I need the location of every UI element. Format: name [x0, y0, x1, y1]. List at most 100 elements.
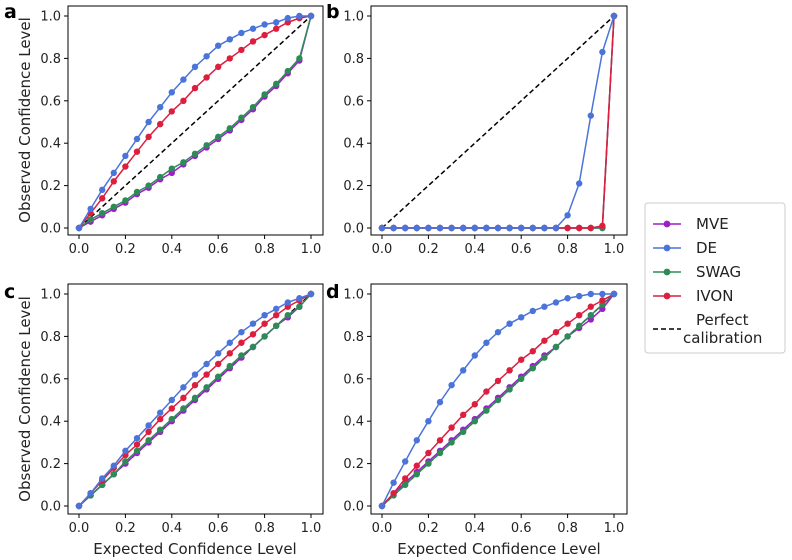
data-point-de	[180, 384, 187, 391]
series-line-perfect-calibration	[381, 15, 615, 229]
data-point-de	[110, 169, 118, 177]
y-tick-label: 0.0	[343, 222, 364, 237]
series-c	[75, 290, 315, 510]
data-point-ivon	[145, 428, 152, 435]
plot-frame-b	[370, 5, 628, 236]
ticks-c: 0.0 0.2 0.4 0.6 0.8 1.0 0.0 0.2 0.4 0.6 0.8 1.0	[40, 288, 321, 537]
x-tick-label: 0.8	[557, 242, 578, 257]
series-a	[75, 12, 315, 232]
data-point-de	[599, 48, 606, 56]
legend-marker-MVE	[663, 220, 671, 228]
data-point-de	[180, 76, 187, 83]
data-point-de	[552, 299, 560, 306]
data-point-de	[226, 36, 233, 43]
data-point-swag	[226, 125, 233, 132]
data-point-swag	[296, 303, 303, 310]
data-point-de	[110, 462, 118, 469]
legend-marker-IVON	[663, 292, 671, 300]
data-point-swag	[471, 418, 478, 425]
x-tick-label: 0.2	[115, 242, 136, 257]
data-point-de	[191, 63, 199, 71]
data-point-swag	[483, 407, 490, 414]
data-point-de	[168, 89, 175, 96]
data-point-de	[249, 320, 257, 327]
data-point-de	[552, 224, 560, 232]
ylabel-c: Observed Confidence Level	[16, 296, 34, 502]
data-point-de	[425, 418, 432, 425]
x-tick-label: 0.2	[115, 521, 136, 536]
data-point-de	[390, 479, 397, 486]
data-point-ivon	[157, 120, 164, 128]
y-tick-label: 0.6	[40, 372, 61, 387]
data-point-swag	[494, 396, 502, 404]
data-point-swag	[133, 447, 141, 455]
panel-letter-c: c	[4, 281, 15, 303]
data-point-ivon	[390, 490, 397, 497]
data-point-swag	[110, 203, 118, 210]
data-point-ivon	[587, 303, 594, 310]
y-tick-label: 0.6	[343, 94, 364, 109]
series-d	[378, 290, 618, 510]
data-point-de	[238, 29, 245, 37]
data-point-de	[506, 224, 513, 232]
data-point-de	[518, 314, 525, 321]
data-point-ivon	[122, 163, 129, 170]
y-tick-label: 1.0	[343, 10, 364, 25]
data-point-de	[436, 224, 444, 232]
x-tick-label: 0.8	[254, 242, 275, 257]
data-point-swag	[110, 471, 118, 478]
x-tick-label: 0.0	[69, 521, 90, 536]
xlabel-c: Expected Confidence Level	[93, 540, 296, 558]
data-point-de	[436, 398, 444, 406]
y-tick-label: 0.0	[40, 222, 61, 237]
x-tick-label: 0.4	[464, 242, 485, 257]
data-point-de	[576, 180, 583, 187]
data-point-de	[296, 295, 303, 302]
x-tick-label: 0.4	[161, 521, 182, 536]
data-point-ivon	[203, 74, 210, 81]
data-point-ivon	[552, 328, 560, 336]
y-tick-label: 0.2	[40, 179, 61, 194]
data-point-ivon	[249, 38, 257, 45]
data-point-de	[506, 320, 513, 327]
data-point-swag	[284, 312, 291, 319]
data-point-de	[402, 224, 409, 232]
data-point-de	[133, 434, 141, 442]
data-point-ivon	[402, 475, 409, 482]
data-point-ivon	[110, 178, 118, 185]
data-point-swag	[541, 354, 548, 361]
y-tick-label: 0.8	[40, 52, 61, 67]
y-tick-label: 1.0	[40, 288, 61, 303]
data-point-ivon	[261, 320, 268, 327]
y-tick-label: 0.2	[40, 457, 61, 472]
data-point-de	[529, 307, 536, 315]
data-point-ivon	[273, 25, 280, 32]
legend-label-perfect-line2: calibration	[683, 329, 762, 347]
data-point-swag	[587, 312, 594, 319]
y-tick-label: 0.0	[343, 500, 364, 515]
data-point-de	[564, 295, 571, 302]
y-tick-label: 1.0	[343, 288, 364, 303]
y-tick-label: 0.8	[40, 330, 61, 345]
data-point-swag	[448, 439, 455, 446]
data-point-de	[390, 224, 397, 232]
data-point-swag	[425, 460, 432, 467]
legend-label-SWAG: SWAG	[696, 263, 741, 281]
data-point-ivon	[203, 371, 210, 378]
data-point-de	[87, 205, 94, 213]
data-point-ivon	[576, 312, 583, 319]
x-tick-label: 1.0	[301, 521, 322, 536]
data-point-swag	[273, 80, 280, 88]
y-tick-label: 0.8	[343, 330, 364, 345]
data-point-ivon	[541, 337, 548, 344]
data-point-swag	[168, 165, 175, 172]
data-point-de	[203, 53, 210, 60]
data-point-de	[87, 490, 94, 497]
data-point-ivon	[576, 224, 583, 232]
legend-label-IVON: IVON	[696, 287, 733, 305]
y-tick-label: 0.4	[343, 137, 364, 152]
x-tick-label: 0.8	[557, 521, 578, 536]
data-point-swag	[261, 333, 268, 340]
data-point-de	[168, 396, 175, 404]
data-point-swag	[273, 322, 280, 329]
